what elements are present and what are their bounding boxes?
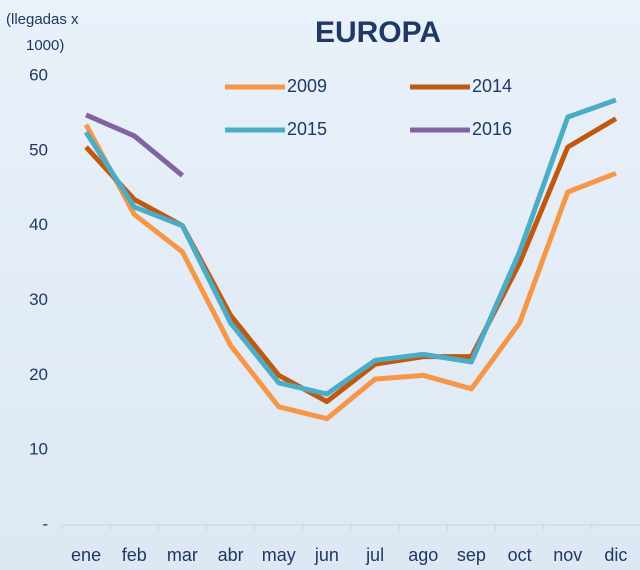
legend-label: 2009 <box>287 76 327 96</box>
x-tick-label: sep <box>457 545 486 565</box>
legend-label: 2015 <box>287 119 327 139</box>
y-axis-label-line: (llegadas x <box>6 11 79 28</box>
y-axis-label-line: 1000) <box>26 37 64 54</box>
series-line <box>83 123 617 422</box>
chart-title: EUROPA <box>315 16 441 49</box>
y-tick-label: - <box>42 514 48 533</box>
x-tick-label: ago <box>408 545 438 565</box>
x-tick-label: abr <box>218 545 244 565</box>
x-tick-label: jun <box>314 545 339 565</box>
y-tick-label: 20 <box>29 365 48 384</box>
y-tick-label: 40 <box>29 215 48 234</box>
x-tick-label: ene <box>71 545 101 565</box>
x-tick-label: nov <box>553 545 582 565</box>
x-tick-label: mar <box>167 545 198 565</box>
y-axis-label: (llegadas x 1000) <box>6 11 79 54</box>
series-line <box>85 112 185 178</box>
y-tick-label: 50 <box>29 140 48 159</box>
x-tick-label: feb <box>122 545 147 565</box>
x-tick-label: dic <box>604 545 627 565</box>
legend-label: 2016 <box>472 119 512 139</box>
y-tick-label: 10 <box>29 440 48 459</box>
x-tick-label: may <box>262 545 296 565</box>
x-tick-label: oct <box>508 545 532 565</box>
legend-label: 2014 <box>472 76 512 96</box>
series-line <box>83 97 617 397</box>
y-tick-label: 60 <box>29 65 48 84</box>
x-tick-label: jul <box>365 545 384 565</box>
y-tick-label: 30 <box>29 290 48 309</box>
